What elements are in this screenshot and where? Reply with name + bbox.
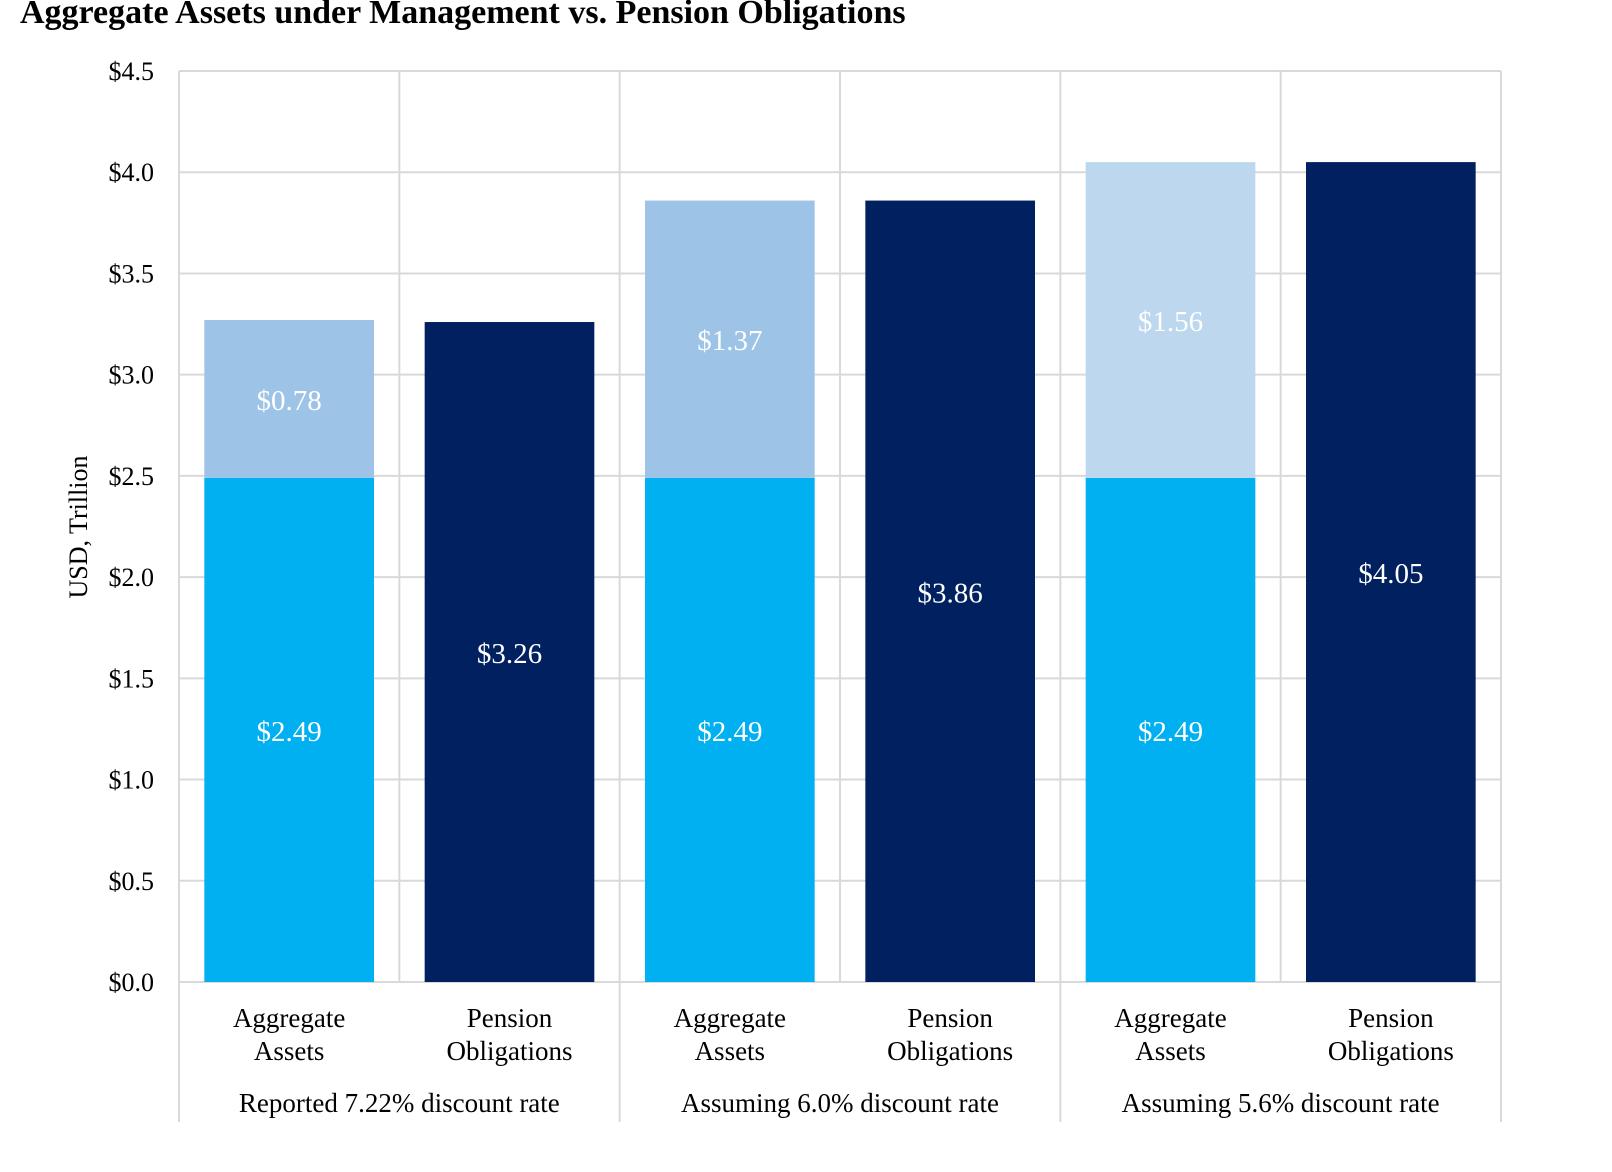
gridlines (178, 70, 1502, 1122)
bar-segment (1085, 477, 1256, 982)
data-label: $2.49 (697, 716, 762, 748)
bar-segment (204, 320, 374, 478)
y-tick-label: $0.0 (109, 968, 155, 997)
bars: $2.49 $0.78 $3.26 $2.49 $1.37 $3.86 $2.49 $1.56… (204, 162, 1476, 983)
category-label: Assets (254, 1036, 325, 1066)
bar-segment (645, 477, 815, 982)
data-label: $4.05 (1358, 558, 1423, 590)
data-label: $2.49 (257, 716, 322, 748)
y-tick-label: $2.0 (109, 563, 155, 592)
category-label: Pension (907, 1003, 993, 1033)
y-tick-label: $2.5 (109, 462, 155, 491)
chart-title: Aggregate Assets under Management vs. Pe… (20, 0, 906, 31)
y-tick-label: $4.5 (109, 57, 155, 86)
y-tick-label: $1.5 (109, 664, 155, 693)
category-label: Pension (1348, 1003, 1434, 1033)
y-axis-label: USD, Trillion (64, 455, 93, 598)
data-label: $3.86 (918, 577, 983, 609)
group-label: Assuming 6.0% discount rate (681, 1088, 999, 1118)
bar-segment (645, 200, 815, 478)
bar-segment (1306, 162, 1476, 983)
bar-segment (1085, 162, 1256, 478)
data-label: $2.49 (1138, 716, 1203, 748)
bar-segment (424, 322, 595, 982)
data-label: $1.56 (1138, 306, 1203, 338)
category-label: Assets (695, 1036, 766, 1066)
category-label: Aggregate (233, 1003, 345, 1033)
bar-segment (865, 200, 1035, 982)
y-tick-label: $4.0 (109, 158, 155, 187)
category-label: Obligations (447, 1036, 573, 1066)
category-label: Aggregate (1114, 1003, 1226, 1033)
data-label: $0.78 (257, 385, 322, 417)
category-label: Assets (1135, 1036, 1206, 1066)
y-axis-ticks: $0.0 $0.5 $1.0 $1.5 $2.0 $2.5 $3.0 $3.5 $4.0 $4.5 (109, 57, 155, 997)
y-tick-label: $3.5 (109, 259, 155, 288)
data-label: $3.26 (477, 638, 542, 670)
category-label: Pension (467, 1003, 553, 1033)
group-label: Reported 7.22% discount rate (239, 1088, 560, 1118)
group-label: Assuming 5.6% discount rate (1122, 1088, 1440, 1118)
bar-segment (204, 477, 374, 982)
y-tick-label: $0.5 (109, 867, 155, 896)
y-tick-label: $3.0 (109, 361, 155, 390)
y-tick-label: $1.0 (109, 766, 155, 795)
category-label: Obligations (887, 1036, 1013, 1066)
data-label: $1.37 (697, 325, 762, 357)
category-label: Aggregate (674, 1003, 786, 1033)
category-label: Obligations (1328, 1036, 1454, 1066)
x-axis-labels: AggregateAssetsPensionObligationsReporte… (233, 1003, 1454, 1118)
